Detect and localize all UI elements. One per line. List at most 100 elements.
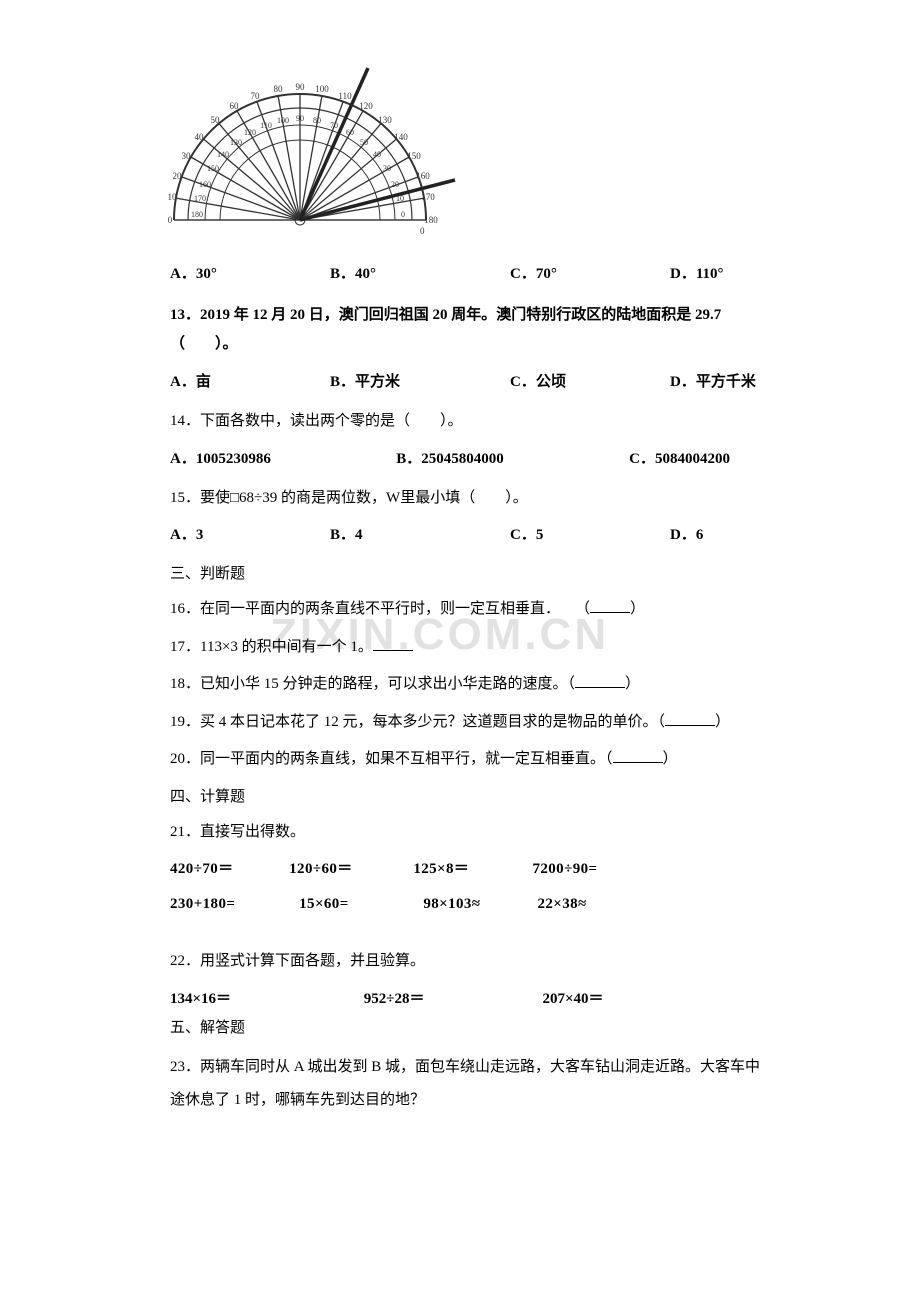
q21-r2-a: 230+180=: [170, 896, 295, 913]
svg-text:30: 30: [383, 164, 391, 173]
svg-text:120: 120: [244, 128, 256, 137]
svg-text:80: 80: [313, 116, 321, 125]
q12-option-d: D．110°: [670, 262, 770, 283]
svg-text:140: 140: [217, 150, 229, 159]
svg-text:180: 180: [424, 215, 438, 225]
q21-row1: 420÷70＝ 120÷60＝ 125×8＝ 7200÷90=: [170, 857, 770, 878]
svg-text:160: 160: [199, 180, 211, 189]
svg-text:70: 70: [330, 121, 338, 130]
protractor-svg: 0 10 20 30 40 50 60 70 80 90 100 110 120…: [160, 60, 460, 260]
svg-text:100: 100: [315, 84, 329, 94]
q16-blank: [590, 598, 630, 613]
q14-text: 14．下面各数中，读出两个零的是（ ）。: [170, 409, 770, 435]
q15-options: A．3 B．4 C．5 D．6: [170, 523, 770, 544]
q15-option-a: A．3: [170, 523, 330, 544]
q12-option-b: B．40°: [330, 262, 510, 283]
q14-option-a: A．1005230986: [170, 447, 271, 468]
q22-a: 134×16＝: [170, 987, 360, 1008]
q17: 17．113×3 的积中间有一个 1。: [170, 635, 770, 661]
svg-text:160: 160: [416, 171, 430, 181]
svg-text:10: 10: [168, 192, 178, 202]
q12-options: A．30° B．40° C．70° D．110°: [170, 262, 770, 283]
q23-text: 23．两辆车同时从 A 城出发到 B 城，面包车绕山走远路，大客车钻山洞走近路。…: [170, 1051, 770, 1117]
svg-text:30: 30: [182, 151, 192, 161]
q19-text: 19．买 4 本日记本花了 12 元，每本多少元？这道题目求的是物品的单价。（: [170, 714, 665, 730]
q20: 20．同一平面内的两条直线，如果不互相平行，就一定互相垂直。（）: [170, 747, 770, 773]
section4-header: 四、计算题: [170, 785, 770, 806]
q21-row2: 230+180= 15×60= 98×103≈ 22×38≈: [170, 896, 770, 913]
q14-option-b: B．25045804000: [396, 447, 504, 468]
q12-option-c: C．70°: [510, 262, 670, 283]
q21-r1-a: 420÷70＝: [170, 857, 285, 878]
section5-header: 五、解答题: [170, 1016, 770, 1037]
q19-close: ）: [715, 714, 730, 730]
q16-close: ）: [630, 601, 645, 617]
svg-text:0: 0: [420, 226, 425, 236]
q21-r1-d: 7200÷90=: [532, 861, 597, 878]
q15-text: 15．要使□68÷39 的商是两位数，W里最小填（ ）。: [170, 486, 770, 512]
svg-text:110: 110: [260, 121, 272, 130]
svg-text:20: 20: [391, 180, 399, 189]
q14-options: A．1005230986 B．25045804000 C．5084004200: [170, 447, 770, 468]
svg-text:180: 180: [191, 210, 203, 219]
svg-text:40: 40: [195, 132, 205, 142]
q19: 19．买 4 本日记本花了 12 元，每本多少元？这道题目求的是物品的单价。（ ）: [170, 710, 770, 736]
q17-blank: [373, 636, 413, 651]
q16-text: 16．在同一平面内的两条直线不平行时，则一定互相垂直． （: [170, 601, 590, 617]
svg-text:40: 40: [373, 150, 381, 159]
svg-text:110: 110: [338, 91, 352, 101]
q20-close: ）: [663, 751, 678, 767]
q21-r2-b: 15×60=: [299, 896, 419, 913]
q14-option-c: C．5084004200: [629, 447, 770, 468]
q13-option-c: C．公顷: [510, 370, 670, 391]
svg-text:60: 60: [346, 128, 354, 137]
q21-r1-b: 120÷60＝: [289, 857, 409, 878]
svg-text:0: 0: [401, 210, 405, 219]
q15-option-c: C．5: [510, 523, 670, 544]
q13-option-b: B．平方米: [330, 370, 510, 391]
q22-b: 952÷28＝: [364, 987, 539, 1008]
q13-option-d: D．平方千米: [670, 370, 770, 391]
q12-option-a: A．30°: [170, 262, 330, 283]
svg-text:100: 100: [277, 116, 289, 125]
q21-r1-c: 125×8＝: [413, 857, 528, 878]
svg-text:60: 60: [230, 101, 240, 111]
q22-text: 22．用竖式计算下面各题，并且验算。: [170, 949, 770, 975]
q15-option-d: D．6: [670, 523, 770, 544]
q16: 16．在同一平面内的两条直线不平行时，则一定互相垂直． （ ）: [170, 597, 770, 623]
svg-text:50: 50: [211, 115, 221, 125]
svg-text:80: 80: [274, 84, 284, 94]
q18-close: ）: [625, 676, 640, 692]
q18-blank: [575, 673, 625, 688]
q22-c: 207×40＝: [543, 987, 604, 1008]
q13-options: A．亩 B．平方米 C．公顷 D．平方千米: [170, 370, 770, 391]
q22-row: 134×16＝ 952÷28＝ 207×40＝: [170, 987, 770, 1008]
q13-text: 13．2019 年 12 月 20 日，澳门回归祖国 20 周年。澳门特别行政区…: [170, 301, 770, 358]
svg-text:140: 140: [394, 132, 408, 142]
svg-text:90: 90: [296, 114, 304, 123]
svg-text:170: 170: [421, 192, 435, 202]
svg-text:150: 150: [407, 151, 421, 161]
svg-text:150: 150: [207, 164, 219, 173]
section3-header: 三、判断题: [170, 562, 770, 583]
svg-text:20: 20: [173, 171, 183, 181]
svg-text:0: 0: [168, 215, 173, 225]
q15-option-b: B．4: [330, 523, 510, 544]
svg-text:90: 90: [296, 82, 306, 92]
protractor-figure: 0 10 20 30 40 50 60 70 80 90 100 110 120…: [170, 72, 450, 252]
svg-text:120: 120: [359, 101, 373, 111]
q18-text: 18．已知小华 15 分钟走的路程，可以求出小华走路的速度。（: [170, 676, 575, 692]
q17-text: 17．113×3 的积中间有一个 1。: [170, 639, 373, 655]
svg-text:70: 70: [251, 91, 261, 101]
q21-r2-c: 98×103≈: [423, 896, 533, 913]
svg-text:50: 50: [360, 138, 368, 147]
q19-blank: [665, 711, 715, 726]
q21-r2-d: 22×38≈: [537, 896, 586, 913]
q20-blank: [613, 748, 663, 763]
svg-text:130: 130: [378, 115, 392, 125]
q21-text: 21．直接写出得数。: [170, 820, 770, 846]
q18: 18．已知小华 15 分钟走的路程，可以求出小华走路的速度。（ ）: [170, 672, 770, 698]
q13-option-a: A．亩: [170, 370, 330, 391]
svg-text:170: 170: [194, 194, 206, 203]
svg-text:130: 130: [230, 138, 242, 147]
